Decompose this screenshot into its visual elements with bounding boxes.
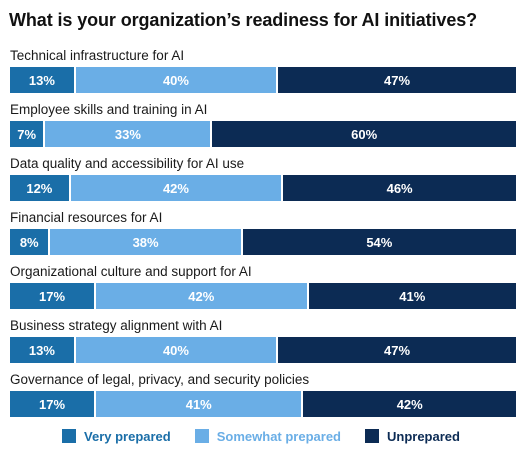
- bar-segment-very-prepared: 17%: [10, 391, 97, 417]
- bar-segment-unprepared: 60%: [212, 121, 516, 147]
- bar-segment-very-prepared: 17%: [10, 283, 97, 309]
- data-label: 60%: [351, 126, 378, 142]
- bar-segment-unprepared: 47%: [278, 67, 516, 93]
- data-label: 54%: [366, 234, 393, 250]
- data-label: 42%: [162, 180, 189, 196]
- data-label: 42%: [396, 396, 423, 412]
- bar-segment-somewhat-prepared: 40%: [75, 337, 279, 363]
- legend-swatch: [62, 429, 77, 443]
- bar-segment-unprepared: 42%: [303, 391, 516, 417]
- data-label: 13%: [28, 72, 55, 88]
- category-label: Financial resources for AI: [10, 210, 163, 225]
- bar-segment-somewhat-prepared: 42%: [70, 175, 284, 201]
- data-label: 7%: [17, 126, 37, 142]
- category-label: Organizational culture and support for A…: [10, 264, 252, 279]
- data-label: 40%: [162, 72, 189, 88]
- legend-item: Very prepared: [62, 429, 171, 444]
- chart-row: Governance of legal, privacy, and securi…: [10, 372, 516, 426]
- stacked-bar: 12% 42% 46%: [10, 175, 516, 201]
- category-label: Technical infrastructure for AI: [10, 48, 185, 63]
- legend-label: Unprepared: [387, 428, 460, 444]
- chart-legend: Very prepared Somewhat prepared Unprepared: [0, 426, 522, 446]
- legend-label: Very prepared: [84, 428, 171, 444]
- chart-row: Technical infrastructure for AI 13% 40% 47%: [10, 48, 516, 102]
- bar-segment-unprepared: 46%: [283, 175, 516, 201]
- chart-row: Financial resources for AI 8% 38% 54%: [10, 210, 516, 264]
- data-label: 42%: [188, 288, 215, 304]
- stacked-bar: 8% 38% 54%: [10, 229, 516, 255]
- stacked-bar: 13% 40% 47%: [10, 337, 516, 363]
- legend-item: Somewhat prepared: [194, 428, 341, 444]
- legend-item: Unprepared: [365, 429, 460, 444]
- bar-segment-unprepared: 47%: [278, 337, 516, 363]
- bar-segment-unprepared: 54%: [242, 229, 516, 255]
- data-label: 17%: [38, 396, 66, 412]
- chart-title: What is your organization’s readiness fo…: [9, 10, 478, 30]
- data-label: 41%: [185, 396, 212, 412]
- stacked-bar: 13% 40% 47%: [10, 67, 516, 93]
- category-label: Data quality and accessibility for AI us…: [10, 156, 245, 171]
- data-label: 17%: [38, 288, 66, 304]
- category-label: Business strategy alignment with AI: [10, 318, 223, 333]
- category-label: Governance of legal, privacy, and securi…: [10, 372, 310, 387]
- bar-segment-very-prepared: 13%: [10, 67, 76, 93]
- data-label: 8%: [19, 234, 39, 250]
- stacked-bar: 7% 33% 60%: [10, 121, 516, 147]
- data-label: 47%: [384, 72, 411, 88]
- category-label: Employee skills and training in AI: [10, 102, 208, 117]
- bar-segment-unprepared: 41%: [308, 283, 516, 309]
- bar-segment-very-prepared: 13%: [10, 337, 76, 363]
- data-label: 40%: [162, 342, 189, 358]
- data-label: 12%: [26, 180, 53, 196]
- bar-segment-very-prepared: 8%: [10, 229, 51, 255]
- legend-swatch: [194, 429, 209, 443]
- chart-rows: Technical infrastructure for AI 13% 40% 47%…: [10, 48, 516, 426]
- legend-swatch: [365, 429, 379, 443]
- data-label: 13%: [28, 342, 55, 358]
- chart-row: Employee skills and training in AI 7% 33% 6…: [10, 102, 516, 156]
- data-label: 33%: [114, 126, 141, 142]
- stacked-bar: 17% 42% 41%: [10, 283, 516, 309]
- bar-segment-somewhat-prepared: 38%: [50, 229, 243, 255]
- bar-segment-somewhat-prepared: 42%: [96, 283, 309, 309]
- bar-segment-somewhat-prepared: 40%: [75, 67, 279, 93]
- stacked-bar: 17% 41% 42%: [10, 391, 516, 417]
- bar-segment-somewhat-prepared: 33%: [45, 121, 213, 147]
- data-label: 38%: [132, 234, 159, 250]
- chart-row: Business strategy alignment with AI 13% 40…: [10, 318, 516, 372]
- data-label: 46%: [386, 180, 413, 196]
- data-label: 41%: [399, 288, 426, 304]
- bar-segment-very-prepared: 7%: [10, 121, 46, 147]
- chart-row: Data quality and accessibility for AI us…: [10, 156, 516, 210]
- legend-label: Somewhat prepared: [216, 428, 341, 444]
- bar-segment-somewhat-prepared: 41%: [96, 391, 304, 417]
- chart-row: Organizational culture and support for A…: [10, 264, 516, 318]
- bar-segment-very-prepared: 12%: [10, 175, 71, 201]
- data-label: 47%: [384, 342, 411, 358]
